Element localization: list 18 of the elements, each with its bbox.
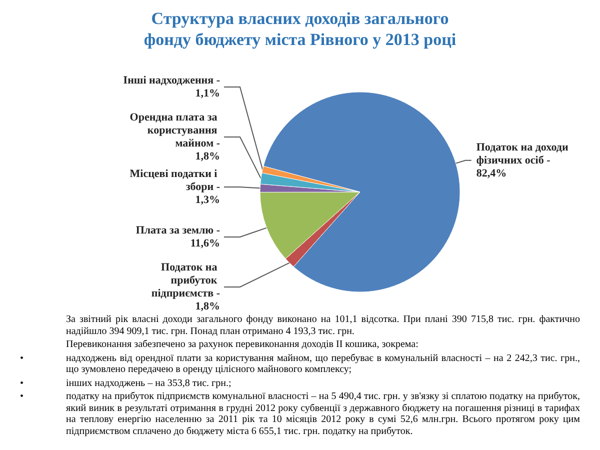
slice-label: Орендна плата за користування майном -: [130, 112, 220, 150]
text: • інших надходжень – на 353,8 тис. грн.;: [20, 378, 232, 388]
data-label: 1,1%: [195, 88, 220, 100]
data-label: 1,3%: [195, 194, 220, 206]
data-label: 11,6%: [190, 238, 220, 250]
slice-label: Податок на доходи фізичних осіб -: [476, 141, 572, 166]
chart-title: Структура власних доходів загального фонду бюджету міста Рівного у 2013 році: [142, 8, 458, 50]
data-label: 82,4%: [476, 167, 507, 180]
slice-label: Податок на прибуток підприємств -: [151, 262, 220, 300]
slice-label: Місцеві податки і збори -: [130, 168, 220, 193]
data-label: 1,8%: [195, 150, 220, 162]
text: Перевиконання забезпечено за рахунок перевиконання доходів ІІ кошика, зокрема:: [66, 339, 420, 350]
text: • податку на прибуток підприємств комунальної власності – на 5 490,4 тис. грн. у зв'язку зі сплатою податку на прибуток, який виник в результаті отримання в грудні 2012 року субвенції з державного бюджету на погашення різниці в тарифах на теплову енергію населенню за 2011 рік та 10 місяців 2012 року в сумі 52,6 млн.грн. Всього протягом року цим підприємством сплачено до бюджету міста 6 655,1 тис. грн. податку на прибуток.: [20, 391, 580, 436]
data-label: 1,8%: [195, 300, 220, 312]
slice-label: Інші надходження -: [123, 74, 220, 86]
text: За звітний рік власні доходи загального фонду виконано на 101,1 відсотка. При плані 390 715,8 тис. грн. фактично надійшло 394 909,1 тис. грн. Понад план отримано 4 193,3 тис. грн.: [66, 314, 580, 337]
slice-label: Плата за землю -: [136, 224, 220, 236]
text: • надходжень від орендної плати за користування майном, що перебуває в комунальній власності – на 2 242,3 тис. грн., що зумовлено передачею в оренду цілісного майнового комплексу;: [20, 352, 580, 375]
